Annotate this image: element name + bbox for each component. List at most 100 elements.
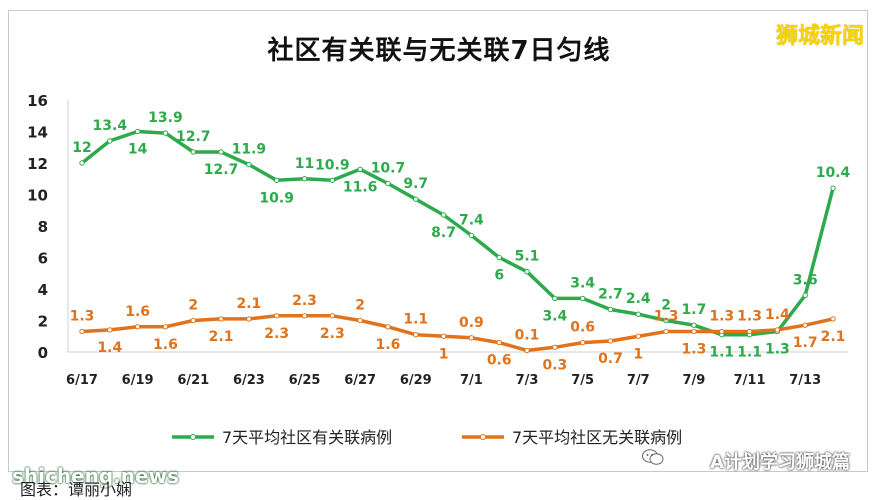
unlinked-data-label: 2.3 [320,326,345,342]
unlinked-data-point [774,327,781,333]
unlinked-data-point [719,328,725,335]
unlinked-data-label: 2.3 [292,293,317,309]
x-tick-label: 6/17 [66,373,98,388]
linked-data-label: 12.7 [176,129,211,145]
unlinked-data-point [663,328,669,335]
unlinked-data-point [301,313,308,319]
unlinked-data-label: 0.6 [487,353,512,369]
x-tick-label: 7/13 [789,373,821,388]
x-tick-label: 7/11 [734,373,766,388]
x-tick-label: 6/21 [177,373,209,388]
linked-data-point [579,295,586,302]
linked-data-label: 1.3 [765,342,790,358]
unlinked-data-label: 1 [633,346,643,362]
unlinked-data-point [218,316,224,322]
linked-data-point [413,196,419,202]
linked-data-point [552,295,558,302]
unlinked-data-point [107,327,113,333]
unlinked-data-label: 2.3 [264,326,289,342]
brand-watermark: 狮城新闻 [775,24,864,49]
unlinked-data-point [79,328,85,335]
unlinked-data-label: 2 [355,298,365,314]
unlinked-series-line [80,314,835,353]
linked-data-label: 2.7 [598,286,623,302]
unlinked-data-point [440,333,447,339]
unlinked-data-label: 0.7 [598,351,623,367]
site-watermark: shicheng.news [12,464,179,488]
unlinked-data-point [413,331,419,338]
figure-caption: 图表：谭丽小娴 [20,480,133,499]
unlinked-data-point [552,344,558,350]
y-tick-label: 16 [27,92,48,110]
linked-data-label: 9.7 [403,176,428,192]
chart-title: 社区有关联与无关联7日匀线 [267,36,611,66]
y-tick-label: 4 [38,281,48,299]
linked-data-point [162,130,169,136]
x-tick-label: 6/19 [122,373,154,388]
y-tick-label: 10 [27,187,48,205]
linked-data-label: 13.9 [148,110,183,126]
unlinked-data-label: 1.7 [793,335,818,351]
linked-data-label: 10.7 [371,160,406,176]
unlinked-data-label: 1.3 [737,309,762,325]
linked-data-point [440,212,447,218]
unlinked-data-point [162,324,169,330]
linked-data-point [385,180,391,187]
linked-data-point [301,176,308,182]
legend-marker [190,434,196,440]
y-tick-label: 12 [27,155,48,173]
unlinked-data-label: 2.1 [821,329,846,345]
linked-data-label: 11 [295,156,314,172]
unlinked-data-point [607,338,614,344]
unlinked-data-point [496,339,502,346]
linked-data-label: 12.7 [204,162,239,178]
linked-data-label: 1.7 [682,302,707,318]
account-watermark: A计划学习狮城篇 [710,452,850,473]
y-tick-label: 0 [38,344,48,362]
linked-data-label: 8.7 [431,225,456,241]
linked-data-label: 13.4 [93,118,128,134]
unlinked-data-label: 1.4 [97,340,122,356]
unlinked-data-point [635,333,641,339]
x-tick-label: 7/9 [683,373,706,388]
unlinked-data-point [246,316,252,322]
y-tick-label: 2 [38,313,48,331]
linked-data-point [329,177,336,184]
linked-data-label: 12 [72,140,91,156]
legend-marker [480,434,486,440]
linked-data-point [830,185,836,191]
unlinked-data-point [329,313,336,319]
linked-data-label: 6 [494,268,504,284]
linked-data-label: 2 [661,298,671,314]
y-tick-label: 8 [38,218,48,236]
unlinked-data-point [691,328,697,335]
unlinked-data-label: 1.3 [70,309,95,325]
linked-data-label: 14 [128,142,148,158]
unlinked-data-point [830,316,836,322]
x-tick-label: 7/5 [571,373,594,388]
linked-data-point [357,166,363,173]
unlinked-data-label: 1.3 [654,309,679,325]
y-tick-label: 14 [27,124,48,142]
unlinked-data-label: 1.6 [125,304,150,320]
unlinked-data-point [524,347,530,354]
linked-data-label: 11.6 [343,179,378,195]
x-tick-label: 6/29 [400,373,432,388]
linked-data-label: 10.9 [259,190,294,206]
linked-data-point [107,138,113,144]
unlinked-data-point [746,328,753,335]
legend-label: 7天平均社区有关联病例 [222,428,392,447]
unlinked-data-label: 2.1 [209,329,234,345]
linked-data-point [524,268,530,275]
linked-data-point [496,254,502,261]
unlinked-data-label: 0.6 [570,320,595,336]
unlinked-data-label: 1 [439,346,449,362]
unlinked-data-label: 0.9 [459,315,484,331]
linked-data-point [802,292,808,298]
linked-data-label: 3.4 [542,308,567,324]
unlinked-data-point [385,324,391,330]
x-tick-label: 6/27 [344,373,376,388]
unlinked-data-label: 0.1 [515,327,540,343]
x-tick-label: 6/25 [289,373,321,388]
